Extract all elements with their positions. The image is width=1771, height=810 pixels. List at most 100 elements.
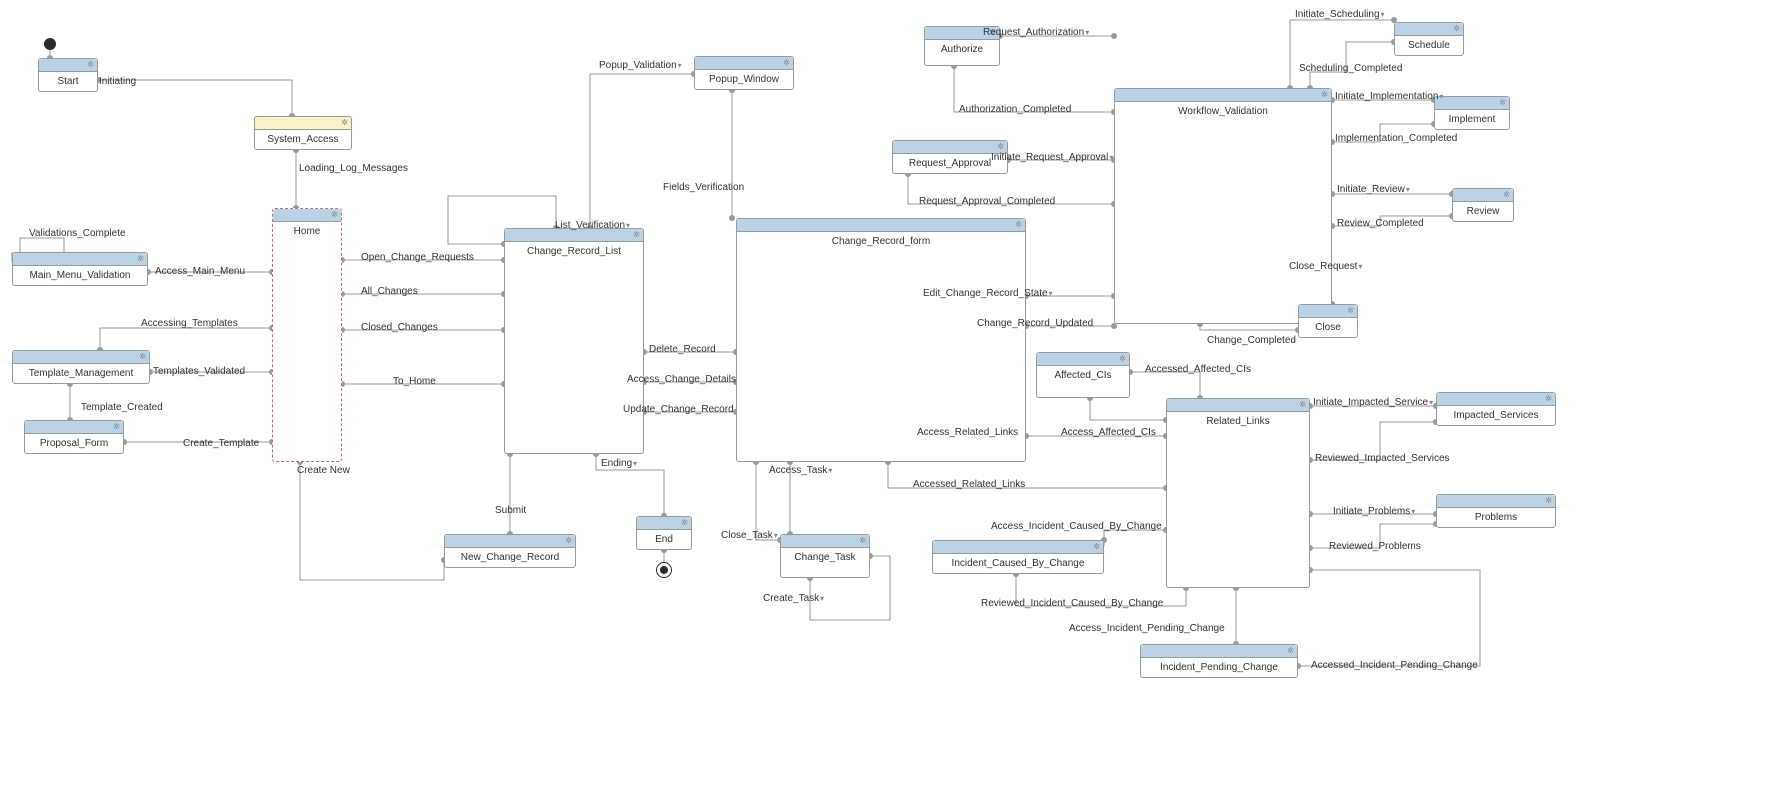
edge-label-request_approval_completed: Request_Approval_Completed [918, 196, 1056, 207]
gear-icon: ✲ [1545, 496, 1552, 505]
edge-label-access_related_links: Access_Related_Links [916, 427, 1019, 438]
node-proposal_form[interactable]: ✲Proposal_Form [24, 420, 124, 454]
edge-label-text: Change_Completed [1207, 335, 1296, 346]
gear-icon: ✲ [1287, 646, 1294, 655]
node-header: ✲ [1037, 353, 1129, 366]
edge-label-text: Open_Change_Requests [361, 252, 474, 263]
node-header: ✲ [695, 57, 793, 70]
edge-label-loading_log_messages: Loading_Log_Messages [298, 163, 409, 174]
node-schedule[interactable]: ✲Schedule [1394, 22, 1464, 56]
edge-label-popup_validation: Popup_Validation▾ [598, 60, 683, 71]
node-label: System_Access [255, 130, 351, 151]
gear-icon: ✲ [681, 518, 688, 527]
node-label: Close [1299, 318, 1357, 339]
edge-label-ending: Ending▾ [600, 458, 638, 469]
edge-label-open_change_requests: Open_Change_Requests [360, 252, 475, 263]
edge-label-text: Create_Template [183, 438, 259, 449]
edge-label-text: Create_Task [763, 593, 819, 604]
node-system_access[interactable]: ✲System_Access [254, 116, 352, 150]
node-incident_pending_change[interactable]: ✲Incident_Pending_Change [1140, 644, 1298, 678]
edge-label-text: Reviewed_Incident_Caused_By_Change [981, 598, 1163, 609]
node-popup_window[interactable]: ✲Popup_Window [694, 56, 794, 90]
chevron-down-icon: ▾ [1429, 398, 1433, 407]
node-workflow_validation[interactable]: ✲Workflow_Validation [1114, 88, 1332, 324]
node-implement[interactable]: ✲Implement [1434, 96, 1510, 130]
node-change_task[interactable]: ✲Change_Task [780, 534, 870, 578]
edge-label-edit_change_record_state: Edit_Change_Record_State▾ [922, 288, 1054, 299]
edge-label-to_home: To_Home [392, 376, 437, 387]
edge-label-accessed_related_links: Accessed_Related_Links [912, 479, 1026, 490]
node-label: Schedule [1395, 36, 1463, 57]
node-affected_cis[interactable]: ✲Affected_CIs [1036, 352, 1130, 398]
node-start[interactable]: ✲Start [38, 58, 98, 92]
chevron-down-icon: ▾ [1406, 185, 1410, 194]
edge-label-implementation_completed: Implementation_Completed [1334, 133, 1458, 144]
gear-icon: ✲ [1093, 542, 1100, 551]
node-template_management[interactable]: ✲Template_Management [12, 350, 150, 384]
node-end[interactable]: ✲End [636, 516, 692, 550]
edge-label-text: Reviewed_Impacted_Services [1315, 453, 1450, 464]
edge-label-text: Review_Completed [1337, 218, 1424, 229]
gear-icon: ✲ [137, 254, 144, 263]
node-related_links[interactable]: ✲ Related_Links [1166, 398, 1310, 588]
node-header: ✲ [25, 421, 123, 434]
node-problems[interactable]: ✲Problems [1436, 494, 1556, 528]
node-header: ✲ [445, 535, 575, 548]
edge-label-initiate_impacted_service: Initiate_Impacted_Service▾ [1312, 397, 1434, 408]
edge-label-text: Accessed_Incident_Pending_Change [1311, 660, 1478, 671]
edge-label-initiate_scheduling: Initiate_Scheduling▾ [1294, 9, 1386, 20]
edge-label-update_change_record: Update_Change_Record [622, 404, 735, 415]
edge-label-text: Initiate_Scheduling [1295, 9, 1380, 20]
gear-icon: ✲ [565, 536, 572, 545]
edge-label-text: Initiate_Implementation [1335, 91, 1438, 102]
node-review[interactable]: ✲Review [1452, 188, 1514, 222]
edge-label-text: Implementation_Completed [1335, 133, 1457, 144]
edge-label-reviewed_problems: Reviewed_Problems [1328, 541, 1422, 552]
gear-icon: ✲ [1299, 400, 1306, 409]
node-new_change_record[interactable]: ✲New_Change_Record [444, 534, 576, 568]
edge-label-text: Initiate_Problems [1333, 506, 1410, 517]
edge-label-text: Update_Change_Record [623, 404, 734, 415]
edge-label-text: Validations_Complete [29, 228, 126, 239]
edge-label-close_request: Close_Request▾ [1288, 261, 1363, 272]
node-close[interactable]: ✲Close [1298, 304, 1358, 338]
edge-label-template_created: Template_Created [80, 402, 164, 413]
node-change_record_list[interactable]: ✲Change_Record_List [504, 228, 644, 454]
node-label: Start [39, 72, 97, 93]
edge-label-change_completed: Change_Completed [1206, 335, 1297, 346]
edge-label-submit: Submit [494, 505, 527, 516]
edge-label-templates_validated: Templates_Validated [152, 366, 246, 377]
edge-label-all_changes: All_Changes [360, 286, 419, 297]
node-header: ✲ [781, 535, 869, 548]
node-header: ✲ [933, 541, 1103, 554]
node-header: ✲ [637, 517, 691, 530]
node-main_menu_validation[interactable]: ✲Main_Menu_Validation [12, 252, 148, 286]
node-label: Incident_Caused_By_Change [933, 554, 1103, 575]
edge-label-text: Ending [601, 458, 632, 469]
gear-icon: ✲ [997, 142, 1004, 151]
node-header: ✲ [1115, 89, 1331, 102]
edge-label-list_verification: List_Verification▾ [554, 220, 631, 231]
chevron-down-icon: ▾ [774, 531, 778, 540]
node-label: Related_Links [1167, 412, 1309, 433]
edge-label-accessed_incident_pending_change: Accessed_Incident_Pending_Change [1310, 660, 1479, 671]
edge-label-text: Submit [495, 505, 526, 516]
node-incident_caused_by_change[interactable]: ✲ Incident_Caused_By_Change [932, 540, 1104, 574]
gear-icon: ✲ [139, 352, 146, 361]
gear-icon: ✲ [1545, 394, 1552, 403]
edge-label-initiate_implementation: Initiate_Implementation▾ [1334, 91, 1444, 102]
node-label: Popup_Window [695, 70, 793, 91]
node-impacted_services[interactable]: ✲Impacted_Services [1436, 392, 1556, 426]
edge-label-access_incident_caused_by_change: Access_Incident_Caused_By_Change [990, 521, 1163, 532]
edge-label-text: Access_Affected_CIs [1061, 427, 1156, 438]
edge-label-text: Templates_Validated [153, 366, 245, 377]
edge-label-access_affected_cis: Access_Affected_CIs [1060, 427, 1157, 438]
edge-label-text: Access_Incident_Caused_By_Change [991, 521, 1162, 532]
node-label: Home [273, 222, 341, 243]
edge-label-text: Close_Task [721, 530, 773, 541]
node-change_record_form[interactable]: ✲Change_Record_form [736, 218, 1026, 462]
chevron-down-icon: ▾ [828, 466, 832, 475]
node-label: Change_Task [781, 548, 869, 569]
node-home[interactable]: ✲Home [272, 208, 342, 462]
edge-label-text: Initiate_Review [1337, 184, 1405, 195]
